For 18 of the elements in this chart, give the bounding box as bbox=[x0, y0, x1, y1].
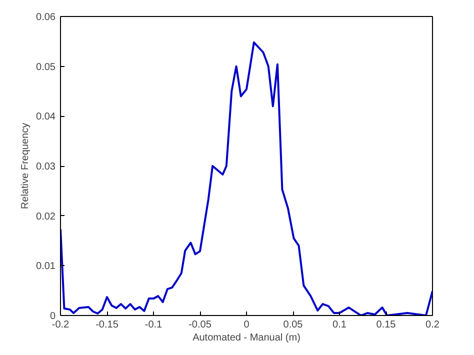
x-tick-label: -0.15 bbox=[96, 320, 119, 330]
y-tick-label: 0.02 bbox=[36, 211, 56, 222]
x-tick-label: 0 bbox=[244, 320, 250, 330]
y-tick-label: 0.05 bbox=[36, 62, 56, 73]
y-tick-label: 0.03 bbox=[36, 162, 56, 172]
y-axis-title: Relative Frequency bbox=[20, 122, 32, 210]
x-axis-title: Automated - Manual (m) bbox=[192, 332, 300, 344]
y-tick-label: 0 bbox=[50, 311, 56, 322]
x-tick-label: 0.15 bbox=[376, 320, 396, 330]
x-tick-label: 0.05 bbox=[283, 320, 304, 330]
y-tick-label: 0.06 bbox=[36, 12, 56, 23]
x-tick-label: -0.1 bbox=[144, 320, 163, 330]
x-tick-label: 0.2 bbox=[426, 320, 440, 330]
x-tick-label: -0.05 bbox=[188, 320, 212, 330]
x-tick-label: -0.2 bbox=[52, 320, 70, 330]
y-tick-label: 0.01 bbox=[36, 261, 56, 272]
x-tick-label: 0.1 bbox=[332, 320, 347, 330]
y-tick-label: 0.04 bbox=[36, 112, 56, 123]
